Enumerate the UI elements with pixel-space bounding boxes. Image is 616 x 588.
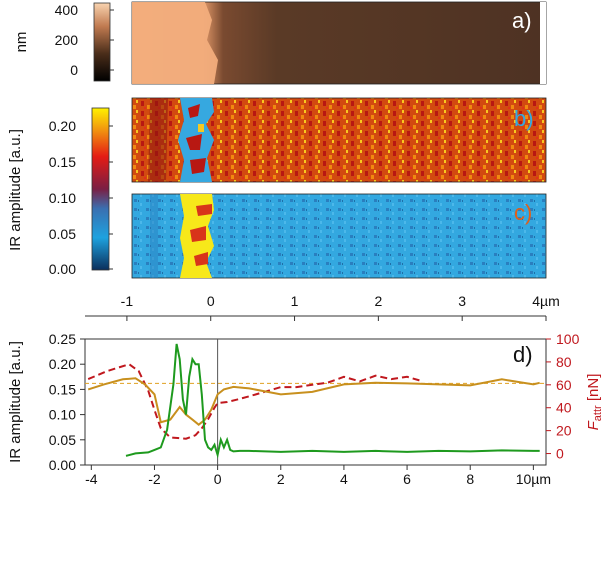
left-axis-tick-020: 0.20 xyxy=(49,356,76,372)
top-axis-tick-2: 2 xyxy=(374,293,382,309)
series-ir-orange xyxy=(87,377,540,426)
left-axis-tick-000: 0.00 xyxy=(49,457,76,473)
left-axis-tick-010: 0.10 xyxy=(49,407,76,423)
bottom-axis-tick-6: 6 xyxy=(403,471,411,487)
colorbar-topography xyxy=(93,2,111,82)
bottom-axis-tick-8: 8 xyxy=(466,471,474,487)
right-axis-label: Fattr [nN] xyxy=(585,374,604,431)
right-axis-tick-40: 40 xyxy=(556,400,572,416)
colorbar-topo-tick-0: 0 xyxy=(70,62,78,78)
bottom-axis-tick-10: 10µm xyxy=(516,471,551,487)
panel-a-label: a) xyxy=(512,8,532,33)
bottom-axis-tick-0: 0 xyxy=(214,471,222,487)
colorbar-topo-unit: nm xyxy=(13,32,30,53)
panel-a: 400 200 0 nm a) xyxy=(13,1,547,85)
panel-c: c) xyxy=(131,193,547,279)
colorbar-ir-tick-015: 0.15 xyxy=(49,154,76,170)
right-axis-tick-100: 100 xyxy=(556,331,580,347)
plot-frame xyxy=(84,338,547,466)
bottom-axis-tick-4: 4 xyxy=(340,471,348,487)
panel-d-label: d) xyxy=(513,342,533,367)
top-axis-tick-4: 4µm xyxy=(532,293,560,309)
colorbar-ir-label: IR amplitude [a.u.] xyxy=(7,129,24,251)
topography-bright-region xyxy=(132,2,218,84)
top-axis-tick-0: 0 xyxy=(207,293,215,309)
bottom-axis-tick-m4: -4 xyxy=(85,471,98,487)
ir-map-c-red-region xyxy=(196,204,212,216)
colorbar-topo-tick-400: 400 xyxy=(55,2,79,18)
right-axis-tick-0: 0 xyxy=(556,446,564,462)
left-axis-label: IR amplitude [a.u.] xyxy=(7,341,24,463)
series-force-dashed xyxy=(87,363,424,440)
colorbar-ir-tick-000: 0.00 xyxy=(49,261,76,277)
top-axis-tick-m1: -1 xyxy=(121,293,134,309)
colorbar-ir-tick-005: 0.05 xyxy=(49,226,76,242)
colorbar-ir-tick-010: 0.10 xyxy=(49,190,76,206)
right-axis-tick-20: 20 xyxy=(556,423,572,439)
left-axis-tick-005: 0.05 xyxy=(49,432,76,448)
axis-ticks xyxy=(80,316,551,470)
bottom-axis-tick-2: 2 xyxy=(277,471,285,487)
colorbar-ir: 0.20 0.15 0.10 0.05 0.00 IR amplitude [a… xyxy=(7,107,113,277)
left-axis-tick-015: 0.15 xyxy=(49,381,76,397)
left-axis-tick-025: 0.25 xyxy=(49,331,76,347)
panel-b-label: b) xyxy=(514,106,534,131)
colorbar-ir-scale xyxy=(91,107,110,271)
right-axis-tick-80: 80 xyxy=(556,354,572,370)
colorbar-topo-tick-200: 200 xyxy=(55,32,79,48)
panel-b: b) xyxy=(131,97,547,183)
panel-d: -1 0 1 2 3 4µm -4 -2 0 2 4 6 8 10µm 0.00… xyxy=(7,293,604,487)
series-ir-green xyxy=(125,343,540,459)
colorbar-ir-tick-020: 0.20 xyxy=(49,118,76,134)
right-axis-tick-60: 60 xyxy=(556,377,572,393)
panel-c-label: c) xyxy=(514,200,532,225)
top-axis-tick-1: 1 xyxy=(291,293,299,309)
ir-map-b-dark-band xyxy=(148,98,168,182)
top-axis-tick-3: 3 xyxy=(458,293,466,309)
bottom-axis-tick-m2: -2 xyxy=(148,471,161,487)
